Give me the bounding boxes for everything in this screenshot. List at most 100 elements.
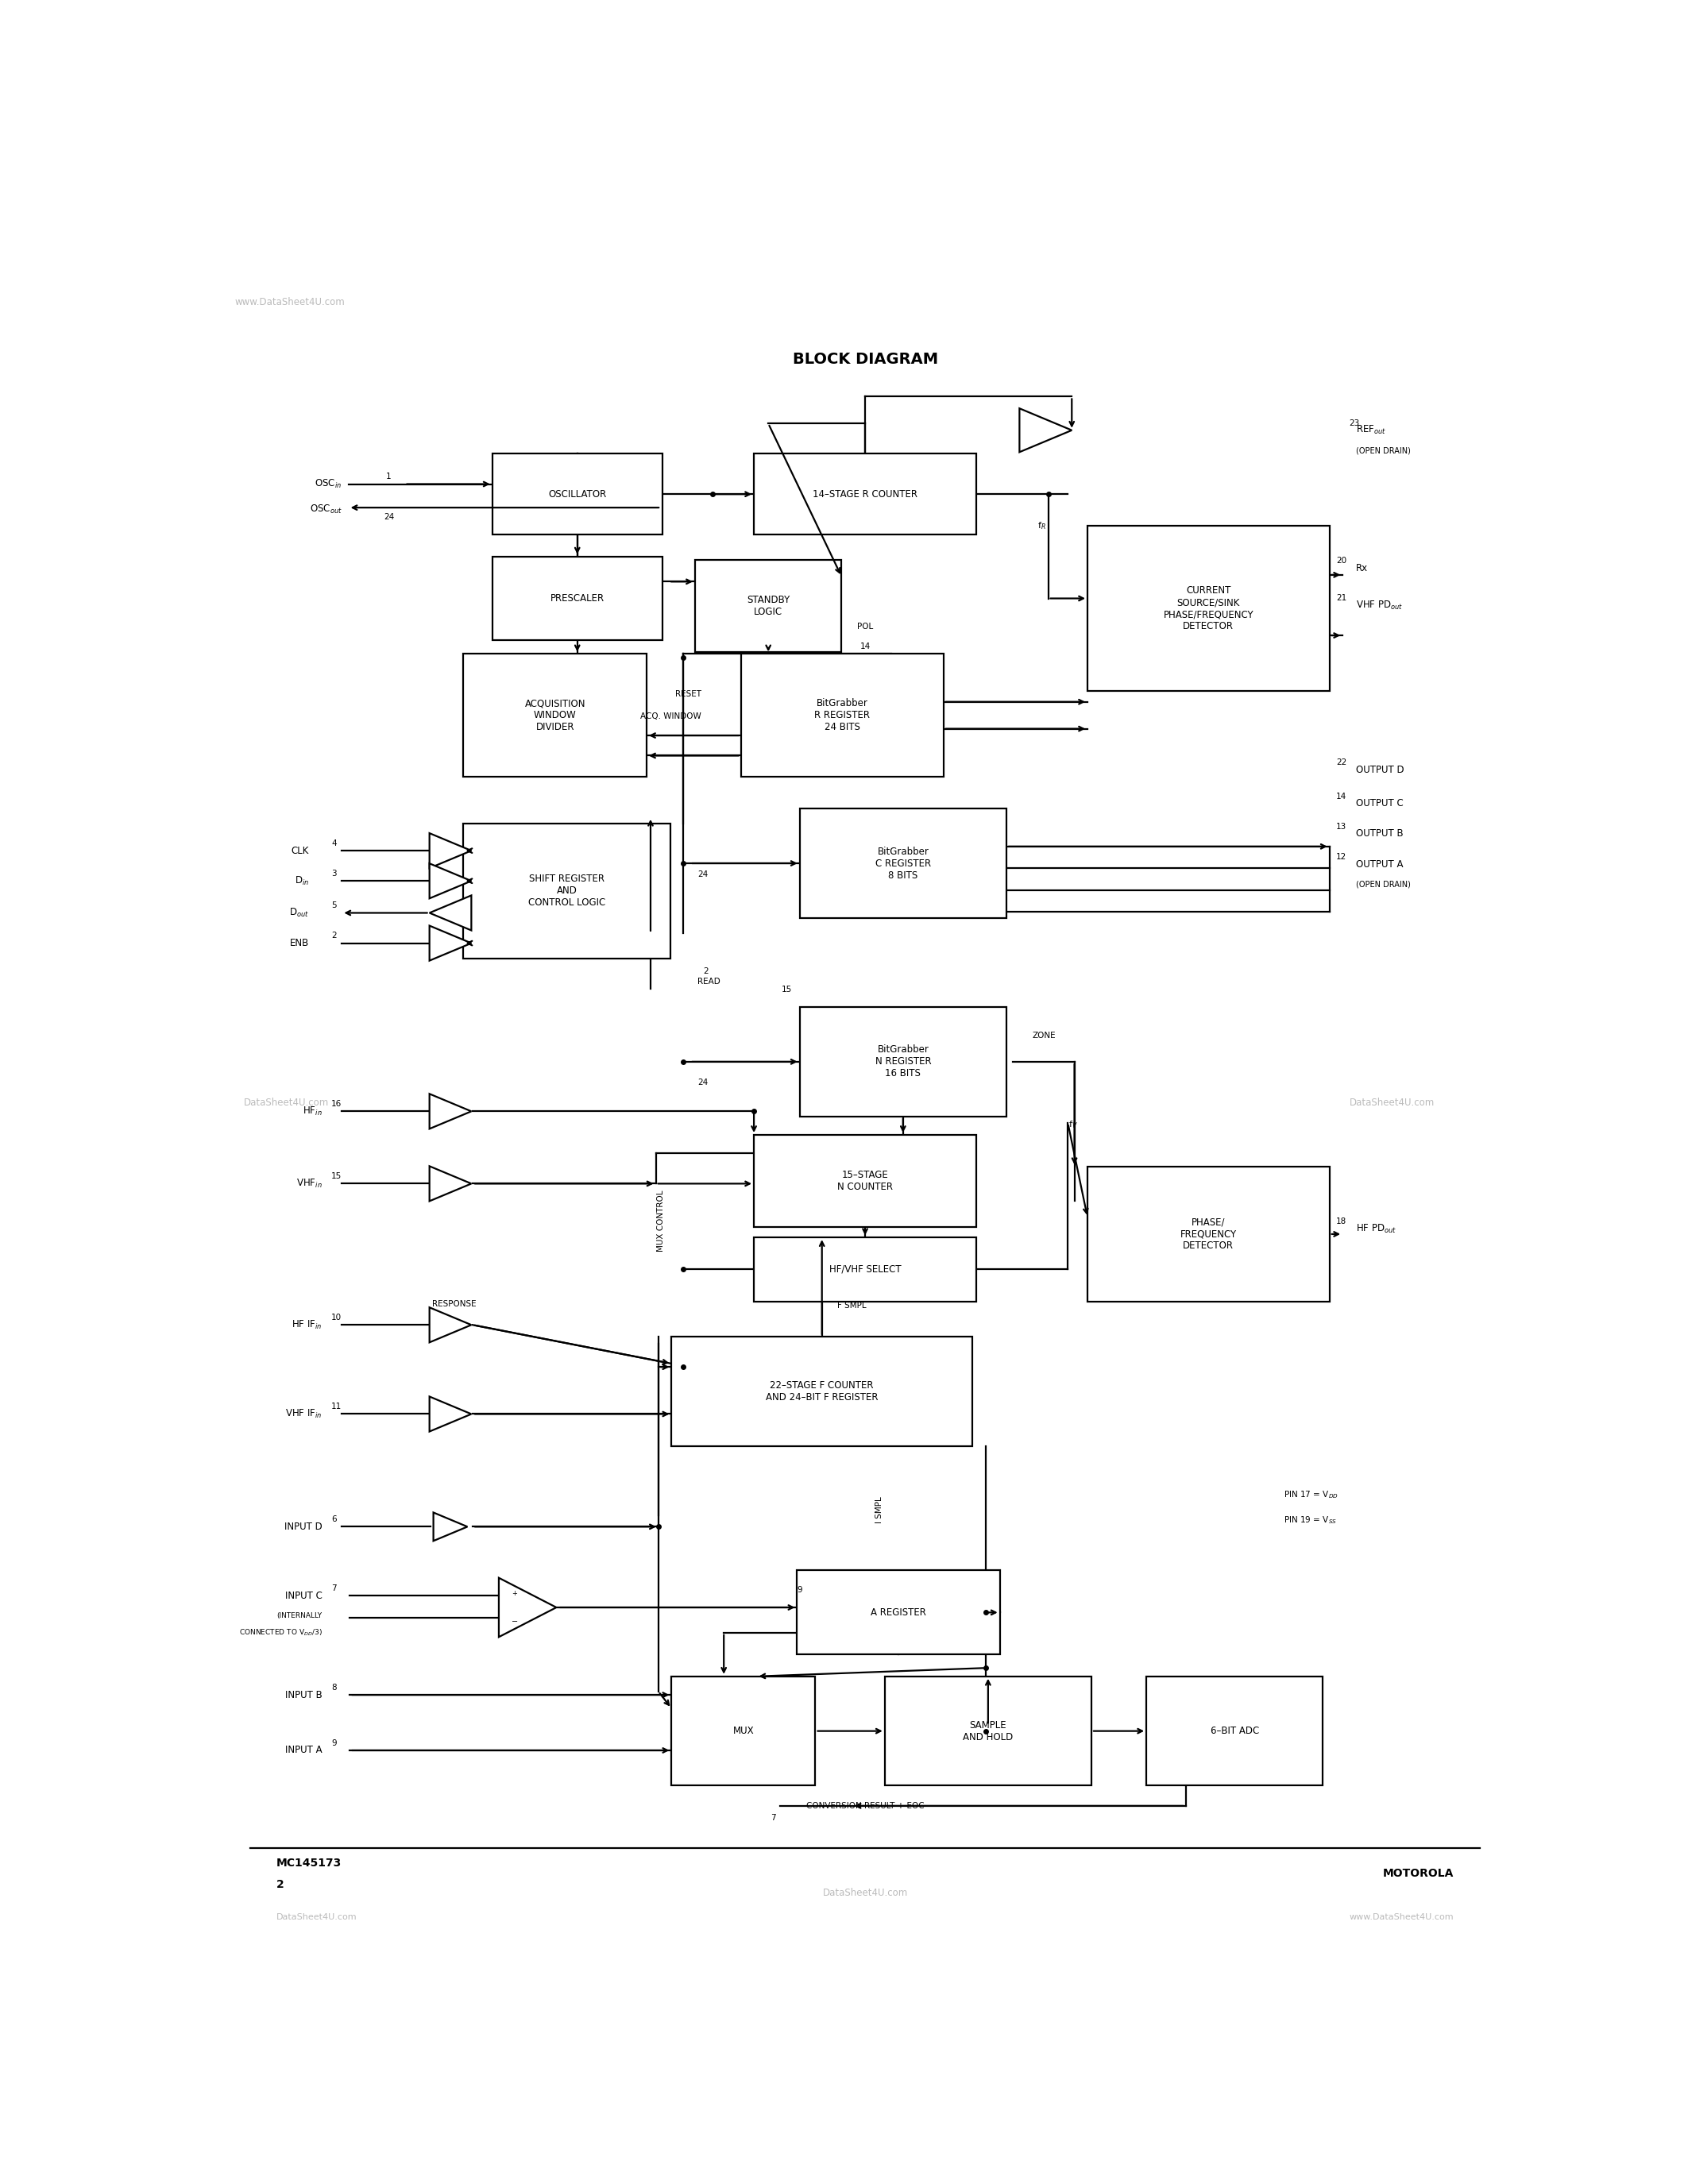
Bar bbox=[493, 557, 662, 640]
Bar bbox=[1087, 526, 1330, 690]
Text: (OPEN DRAIN): (OPEN DRAIN) bbox=[1355, 880, 1411, 889]
Text: POL: POL bbox=[858, 622, 873, 631]
Text: CONNECTED TO V$_{DD}$/3): CONNECTED TO V$_{DD}$/3) bbox=[240, 1627, 322, 1638]
Text: INPUT D: INPUT D bbox=[284, 1522, 322, 1531]
Text: 18: 18 bbox=[1335, 1219, 1347, 1225]
Text: 15–STAGE
N COUNTER: 15–STAGE N COUNTER bbox=[837, 1171, 893, 1192]
Text: 8: 8 bbox=[331, 1684, 336, 1690]
Text: RESET: RESET bbox=[675, 690, 702, 699]
Text: VHF IF$_{in}$: VHF IF$_{in}$ bbox=[285, 1409, 322, 1420]
Text: f$_R$: f$_R$ bbox=[1038, 520, 1047, 531]
Text: DataSheet4U.com: DataSheet4U.com bbox=[277, 1913, 358, 1920]
Text: 9: 9 bbox=[797, 1586, 802, 1594]
Bar bbox=[464, 653, 647, 778]
Polygon shape bbox=[429, 863, 471, 898]
Text: 12: 12 bbox=[1335, 852, 1347, 860]
Text: (INTERNALLY: (INTERNALLY bbox=[277, 1612, 322, 1618]
Text: PHASE/
FREQUENCY
DETECTOR: PHASE/ FREQUENCY DETECTOR bbox=[1180, 1216, 1237, 1251]
Text: D$_{out}$: D$_{out}$ bbox=[289, 906, 309, 919]
Bar bbox=[755, 454, 976, 535]
Text: +: + bbox=[511, 1590, 517, 1597]
Text: OSC$_{out}$: OSC$_{out}$ bbox=[309, 502, 341, 515]
Text: DataSheet4U.com: DataSheet4U.com bbox=[1349, 1099, 1435, 1107]
Text: 16: 16 bbox=[331, 1101, 343, 1107]
Text: 4: 4 bbox=[331, 839, 336, 847]
Text: www.DataSheet4U.com: www.DataSheet4U.com bbox=[235, 297, 344, 308]
Text: F SMPL: F SMPL bbox=[837, 1302, 866, 1308]
Text: 22–STAGE F COUNTER
AND 24–BIT F REGISTER: 22–STAGE F COUNTER AND 24–BIT F REGISTER bbox=[766, 1380, 878, 1402]
Text: VHF PD$_{out}$: VHF PD$_{out}$ bbox=[1355, 598, 1403, 612]
Polygon shape bbox=[1020, 408, 1072, 452]
Polygon shape bbox=[500, 1577, 557, 1638]
Bar bbox=[672, 1337, 972, 1446]
Text: 15: 15 bbox=[782, 985, 792, 994]
Text: PRESCALER: PRESCALER bbox=[550, 594, 604, 603]
Text: 13: 13 bbox=[1335, 823, 1347, 830]
Text: −: − bbox=[511, 1618, 518, 1625]
Text: ACQUISITION
WINDOW
DIVIDER: ACQUISITION WINDOW DIVIDER bbox=[525, 699, 586, 732]
Polygon shape bbox=[429, 832, 471, 869]
Text: SAMPLE
AND HOLD: SAMPLE AND HOLD bbox=[962, 1721, 1013, 1743]
Text: INPUT A: INPUT A bbox=[285, 1745, 322, 1756]
Bar bbox=[1146, 1677, 1323, 1787]
Text: MUX CONTROL: MUX CONTROL bbox=[657, 1190, 665, 1251]
Text: 2: 2 bbox=[331, 933, 336, 939]
Text: CONVERSION RESULT + EOC: CONVERSION RESULT + EOC bbox=[807, 1802, 923, 1811]
Text: HF PD$_{out}$: HF PD$_{out}$ bbox=[1355, 1223, 1396, 1234]
Text: MOTOROLA: MOTOROLA bbox=[1382, 1867, 1453, 1878]
Text: Rx: Rx bbox=[1355, 563, 1367, 574]
Text: BitGrabber
C REGISTER
8 BITS: BitGrabber C REGISTER 8 BITS bbox=[874, 845, 930, 880]
Polygon shape bbox=[429, 1308, 471, 1343]
Text: 22: 22 bbox=[1335, 758, 1347, 767]
Text: 9: 9 bbox=[331, 1738, 336, 1747]
Text: D$_{in}$: D$_{in}$ bbox=[295, 876, 309, 887]
Bar bbox=[464, 823, 670, 959]
Text: RESPONSE: RESPONSE bbox=[432, 1299, 476, 1308]
Text: VHF$_{in}$: VHF$_{in}$ bbox=[295, 1177, 322, 1190]
Text: 2: 2 bbox=[277, 1880, 284, 1891]
Text: 21: 21 bbox=[1335, 594, 1347, 603]
Bar bbox=[800, 808, 1006, 917]
Text: BitGrabber
R REGISTER
24 BITS: BitGrabber R REGISTER 24 BITS bbox=[814, 699, 869, 732]
Text: 20: 20 bbox=[1337, 557, 1347, 566]
Bar bbox=[493, 454, 662, 535]
Text: A REGISTER: A REGISTER bbox=[871, 1607, 927, 1618]
Text: REF$_{out}$: REF$_{out}$ bbox=[1355, 424, 1386, 437]
Text: 2: 2 bbox=[702, 968, 709, 974]
Polygon shape bbox=[429, 926, 471, 961]
Polygon shape bbox=[429, 1166, 471, 1201]
Text: 3: 3 bbox=[331, 869, 336, 878]
Bar bbox=[885, 1677, 1092, 1787]
Text: 5: 5 bbox=[331, 902, 336, 909]
Text: 6–BIT ADC: 6–BIT ADC bbox=[1210, 1725, 1259, 1736]
Text: 10: 10 bbox=[331, 1313, 341, 1321]
Bar bbox=[741, 653, 944, 778]
Text: 14: 14 bbox=[859, 642, 871, 651]
Text: DataSheet4U.com: DataSheet4U.com bbox=[243, 1099, 329, 1107]
Text: 7: 7 bbox=[771, 1815, 776, 1821]
Text: 14: 14 bbox=[1335, 793, 1347, 799]
Text: DataSheet4U.com: DataSheet4U.com bbox=[822, 1889, 908, 1898]
Text: CURRENT
SOURCE/SINK
PHASE/FREQUENCY
DETECTOR: CURRENT SOURCE/SINK PHASE/FREQUENCY DETE… bbox=[1163, 585, 1254, 631]
Bar bbox=[800, 1007, 1006, 1116]
Text: SHIFT REGISTER
AND
CONTROL LOGIC: SHIFT REGISTER AND CONTROL LOGIC bbox=[528, 874, 606, 909]
Text: 14–STAGE R COUNTER: 14–STAGE R COUNTER bbox=[812, 489, 918, 500]
Text: BitGrabber
N REGISTER
16 BITS: BitGrabber N REGISTER 16 BITS bbox=[874, 1044, 932, 1079]
Text: 6: 6 bbox=[331, 1516, 336, 1524]
Bar bbox=[1087, 1166, 1330, 1302]
Text: PIN 19 = V$_{SS}$: PIN 19 = V$_{SS}$ bbox=[1285, 1514, 1337, 1524]
Text: 23: 23 bbox=[1349, 419, 1359, 426]
Text: ZONE: ZONE bbox=[1033, 1031, 1057, 1040]
Bar bbox=[672, 1677, 815, 1787]
Text: OSCILLATOR: OSCILLATOR bbox=[549, 489, 606, 500]
Text: ENB: ENB bbox=[290, 937, 309, 948]
Text: INPUT B: INPUT B bbox=[285, 1690, 322, 1699]
Text: 24: 24 bbox=[697, 1079, 709, 1088]
Text: INPUT C: INPUT C bbox=[285, 1590, 322, 1601]
Text: f$_V$: f$_V$ bbox=[1069, 1120, 1077, 1131]
Text: 7: 7 bbox=[331, 1583, 336, 1592]
Bar bbox=[797, 1570, 999, 1655]
Text: 24: 24 bbox=[697, 869, 709, 878]
Text: OSC$_{in}$: OSC$_{in}$ bbox=[316, 478, 341, 489]
Text: HF IF$_{in}$: HF IF$_{in}$ bbox=[292, 1319, 322, 1330]
